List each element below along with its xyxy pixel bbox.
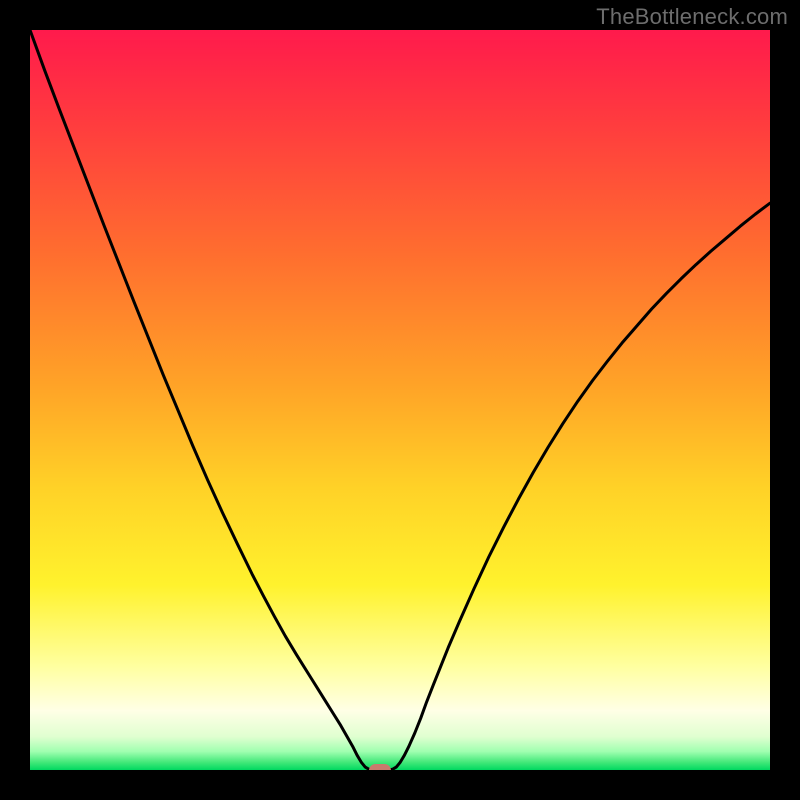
min-marker — [369, 764, 391, 771]
chart-frame: TheBottleneck.com — [0, 0, 800, 800]
plot-area — [30, 30, 770, 770]
curve-line — [30, 30, 770, 770]
watermark-text: TheBottleneck.com — [596, 4, 788, 30]
